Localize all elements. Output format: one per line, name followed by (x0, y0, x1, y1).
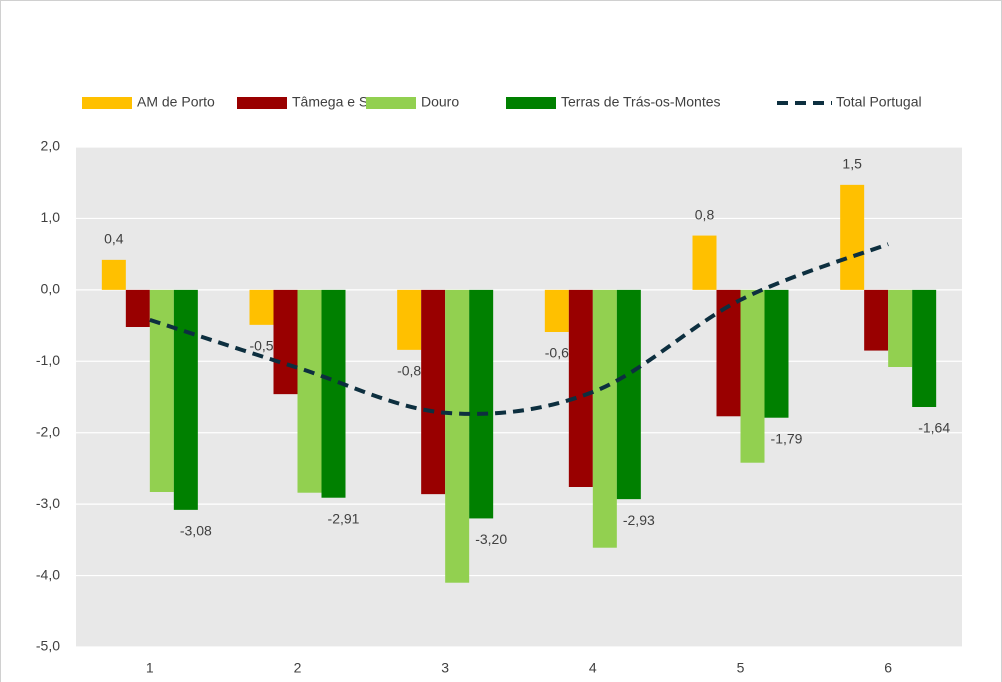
bar (421, 289, 446, 495)
data-label: 0,4 (104, 231, 124, 247)
legend-label: Douro (421, 94, 459, 110)
x-tick-label: 5 (737, 660, 745, 676)
bar (125, 289, 150, 327)
plot-area (76, 147, 962, 647)
bar (469, 289, 494, 519)
y-tick-label: -1,0 (36, 352, 60, 368)
bar (692, 235, 717, 290)
legend-swatch (82, 97, 132, 109)
data-label: 0,8 (695, 206, 715, 222)
bar (888, 289, 913, 367)
data-label: -2,91 (328, 510, 360, 526)
bar (740, 289, 765, 463)
x-tick-label: 4 (589, 660, 597, 676)
y-tick-label: 2,0 (41, 138, 61, 154)
y-tick-label: -4,0 (36, 566, 60, 582)
bar (101, 259, 126, 290)
x-tick-label: 6 (884, 660, 892, 676)
legend-label: Total Portugal (836, 94, 922, 110)
bar (764, 289, 789, 418)
bar (544, 289, 569, 332)
bar (445, 289, 470, 583)
legend-swatch (366, 97, 416, 109)
data-label: 1,5 (842, 156, 862, 172)
legend-label: Terras de Trás-os-Montes (561, 94, 721, 110)
data-label: -3,08 (180, 523, 212, 539)
data-label: -3,20 (475, 531, 507, 547)
bar (321, 289, 346, 498)
y-tick-label: -3,0 (36, 495, 60, 511)
bar (297, 289, 322, 493)
y-tick-label: -5,0 (36, 638, 60, 654)
data-label: -0,5 (249, 338, 273, 354)
bar (616, 289, 641, 500)
x-tick-label: 2 (294, 660, 302, 676)
bar (840, 184, 865, 290)
legend-label: AM de Porto (137, 94, 215, 110)
y-tick-label: 1,0 (41, 209, 61, 225)
bar (397, 289, 422, 350)
bar (716, 289, 741, 417)
data-label: -0,6 (545, 345, 569, 361)
data-label: -1,79 (771, 430, 803, 446)
bar (864, 289, 889, 351)
bar (568, 289, 593, 487)
bar (249, 289, 274, 325)
bar (173, 289, 198, 510)
line (149, 242, 889, 416)
data-label: -2,93 (623, 512, 655, 528)
x-tick-label: 3 (441, 660, 449, 676)
legend-swatch (237, 97, 287, 109)
bar (149, 289, 174, 492)
x-tick-label: 1 (146, 660, 154, 676)
data-label: -0,8 (397, 363, 421, 379)
y-tick-label: -2,0 (36, 423, 60, 439)
bar (592, 289, 617, 548)
data-label: -1,64 (918, 420, 950, 436)
bar (912, 289, 937, 407)
bar (273, 289, 298, 395)
y-tick-label: 0,0 (41, 281, 61, 297)
legend-swatch (506, 97, 556, 109)
